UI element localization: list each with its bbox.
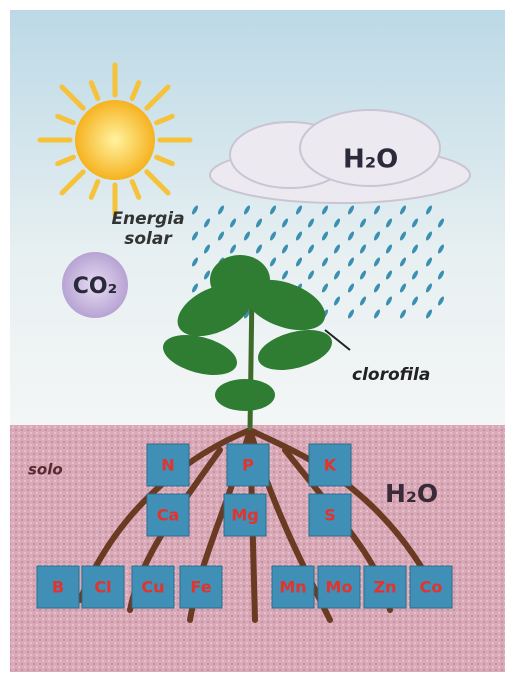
illustration: H₂O Energia solar CO₂ clorofila solo H₂O… — [0, 0, 515, 682]
nutrient-label: P — [242, 456, 254, 475]
nutrient-label: Mn — [279, 578, 306, 597]
soil-water-label: H₂O — [385, 479, 438, 508]
soil-label: solo — [28, 461, 63, 479]
sun — [75, 100, 155, 180]
nutrient-label: Mo — [326, 578, 353, 597]
nutrient-label: Zn — [374, 578, 397, 597]
sun-label: Energia — [111, 209, 184, 229]
nutrient-label: Cl — [94, 578, 111, 597]
chlorophyll-label: clorofila — [352, 365, 430, 385]
nutrient-label: S — [324, 506, 336, 525]
cloud-label: H₂O — [343, 145, 398, 175]
sun-label: solar — [124, 229, 173, 249]
co2-label: CO₂ — [73, 274, 117, 299]
nutrient-label: Mg — [231, 506, 258, 525]
nutrient-label: K — [324, 456, 337, 475]
nutrient-label: Fe — [190, 578, 211, 597]
nutrient-label: Ca — [157, 506, 180, 525]
nutrient-label: N — [161, 456, 174, 475]
nutrient-label: Cu — [141, 578, 164, 597]
nutrient-label: Co — [420, 578, 443, 597]
sky — [10, 10, 505, 428]
nutrient-label: B — [52, 578, 64, 597]
